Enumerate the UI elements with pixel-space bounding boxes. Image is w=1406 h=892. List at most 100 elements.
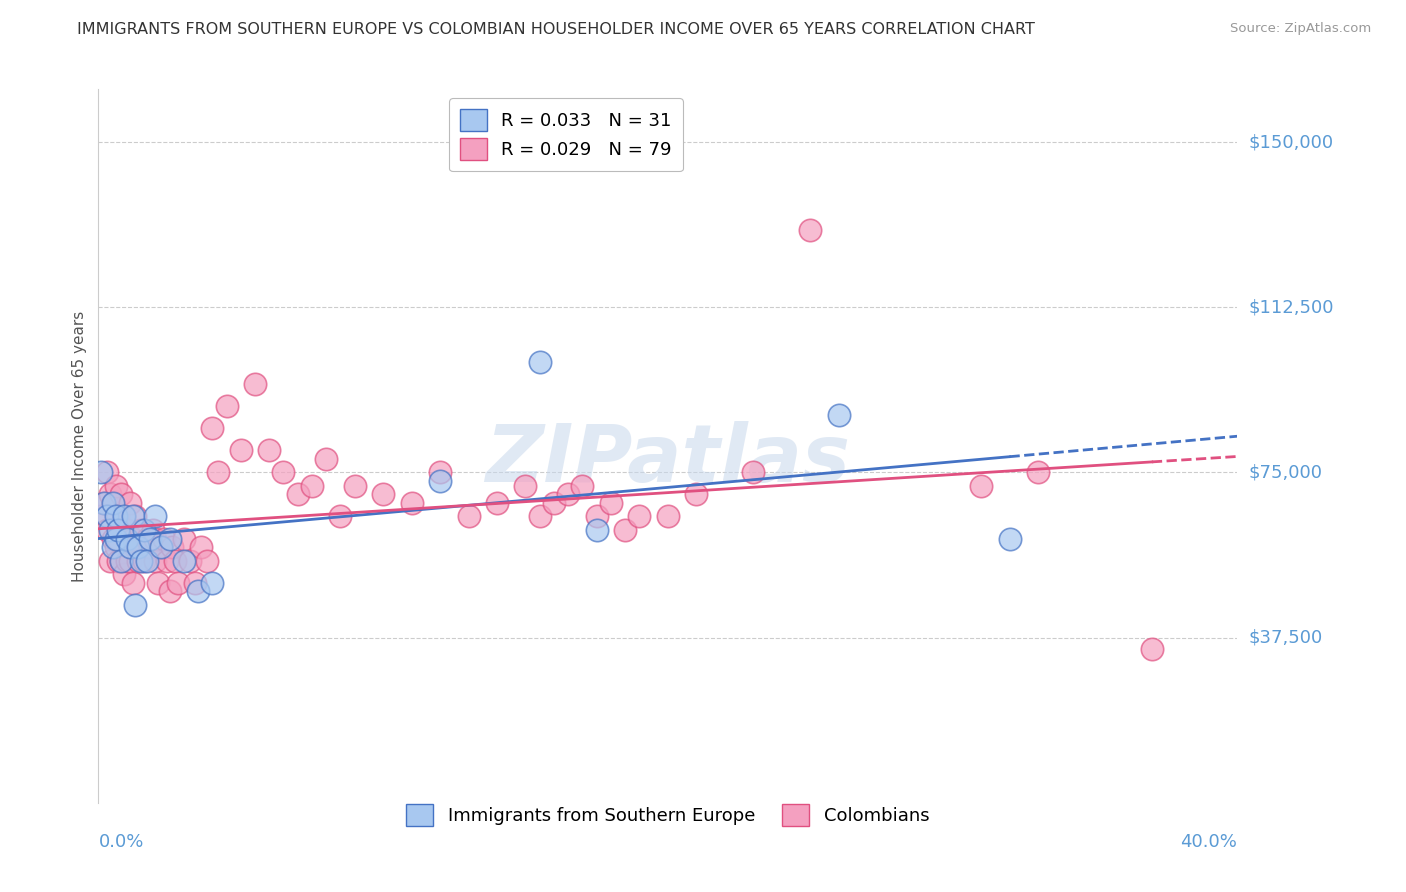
Point xyxy=(685,487,707,501)
Point xyxy=(96,523,118,537)
Point xyxy=(301,478,323,492)
Point xyxy=(998,532,1021,546)
Text: $37,500: $37,500 xyxy=(1249,629,1323,647)
Point xyxy=(150,541,173,555)
Point xyxy=(112,566,135,581)
Point xyxy=(799,223,821,237)
Point xyxy=(121,532,143,546)
Text: $112,500: $112,500 xyxy=(1249,298,1334,317)
Point xyxy=(107,523,129,537)
Point xyxy=(159,532,181,546)
Point xyxy=(110,553,132,567)
Point xyxy=(145,553,167,567)
Point xyxy=(287,487,309,501)
Point xyxy=(273,466,295,480)
Point xyxy=(115,523,138,537)
Point xyxy=(107,532,129,546)
Point xyxy=(104,541,127,555)
Point xyxy=(110,553,132,567)
Text: 40.0%: 40.0% xyxy=(1181,833,1237,851)
Point xyxy=(96,466,118,480)
Point xyxy=(101,496,124,510)
Point xyxy=(600,496,623,510)
Point xyxy=(132,553,155,567)
Point xyxy=(132,523,155,537)
Point xyxy=(657,509,679,524)
Point xyxy=(229,443,252,458)
Point xyxy=(112,509,135,524)
Point xyxy=(207,466,229,480)
Point xyxy=(429,466,451,480)
Point xyxy=(138,541,160,555)
Point xyxy=(107,553,129,567)
Point xyxy=(118,553,141,567)
Y-axis label: Householder Income Over 65 years: Householder Income Over 65 years xyxy=(72,310,87,582)
Point xyxy=(201,575,224,590)
Point xyxy=(401,496,423,510)
Point xyxy=(127,553,149,567)
Point xyxy=(135,553,157,567)
Point xyxy=(101,541,124,555)
Legend: Immigrants from Southern Europe, Colombians: Immigrants from Southern Europe, Colombi… xyxy=(399,797,936,833)
Point xyxy=(828,408,851,422)
Point xyxy=(110,487,132,501)
Point xyxy=(148,575,170,590)
Point xyxy=(145,509,167,524)
Point xyxy=(201,421,224,435)
Point xyxy=(329,509,352,524)
Point xyxy=(104,478,127,492)
Point xyxy=(543,496,565,510)
Point xyxy=(104,532,127,546)
Point xyxy=(98,487,121,501)
Point xyxy=(98,553,121,567)
Point xyxy=(98,523,121,537)
Point xyxy=(1140,641,1163,656)
Point xyxy=(628,509,651,524)
Point xyxy=(742,466,765,480)
Point xyxy=(614,523,637,537)
Point xyxy=(585,509,607,524)
Point xyxy=(141,523,163,537)
Point xyxy=(179,553,201,567)
Point xyxy=(162,541,184,555)
Point xyxy=(138,532,160,546)
Text: $75,000: $75,000 xyxy=(1249,464,1323,482)
Point xyxy=(429,475,451,489)
Point xyxy=(145,532,167,546)
Point xyxy=(124,509,146,524)
Point xyxy=(129,523,152,537)
Point xyxy=(515,478,537,492)
Point xyxy=(118,496,141,510)
Point xyxy=(187,584,209,599)
Point xyxy=(153,532,176,546)
Point xyxy=(184,575,207,590)
Point xyxy=(150,541,173,555)
Point xyxy=(167,575,190,590)
Point xyxy=(571,478,593,492)
Point xyxy=(557,487,579,501)
Text: 0.0%: 0.0% xyxy=(98,833,143,851)
Point xyxy=(165,553,187,567)
Point xyxy=(243,377,266,392)
Point xyxy=(1026,466,1049,480)
Point xyxy=(127,541,149,555)
Point xyxy=(112,509,135,524)
Point xyxy=(457,509,479,524)
Text: Source: ZipAtlas.com: Source: ZipAtlas.com xyxy=(1230,22,1371,36)
Point xyxy=(124,598,146,612)
Point xyxy=(101,532,124,546)
Point xyxy=(115,553,138,567)
Point xyxy=(173,532,195,546)
Point xyxy=(115,532,138,546)
Point xyxy=(124,541,146,555)
Point xyxy=(529,509,551,524)
Point xyxy=(215,400,238,414)
Point xyxy=(156,553,179,567)
Point xyxy=(104,509,127,524)
Point xyxy=(190,541,212,555)
Point xyxy=(93,496,115,510)
Point xyxy=(195,553,218,567)
Point xyxy=(135,532,157,546)
Point xyxy=(90,466,112,480)
Point xyxy=(970,478,993,492)
